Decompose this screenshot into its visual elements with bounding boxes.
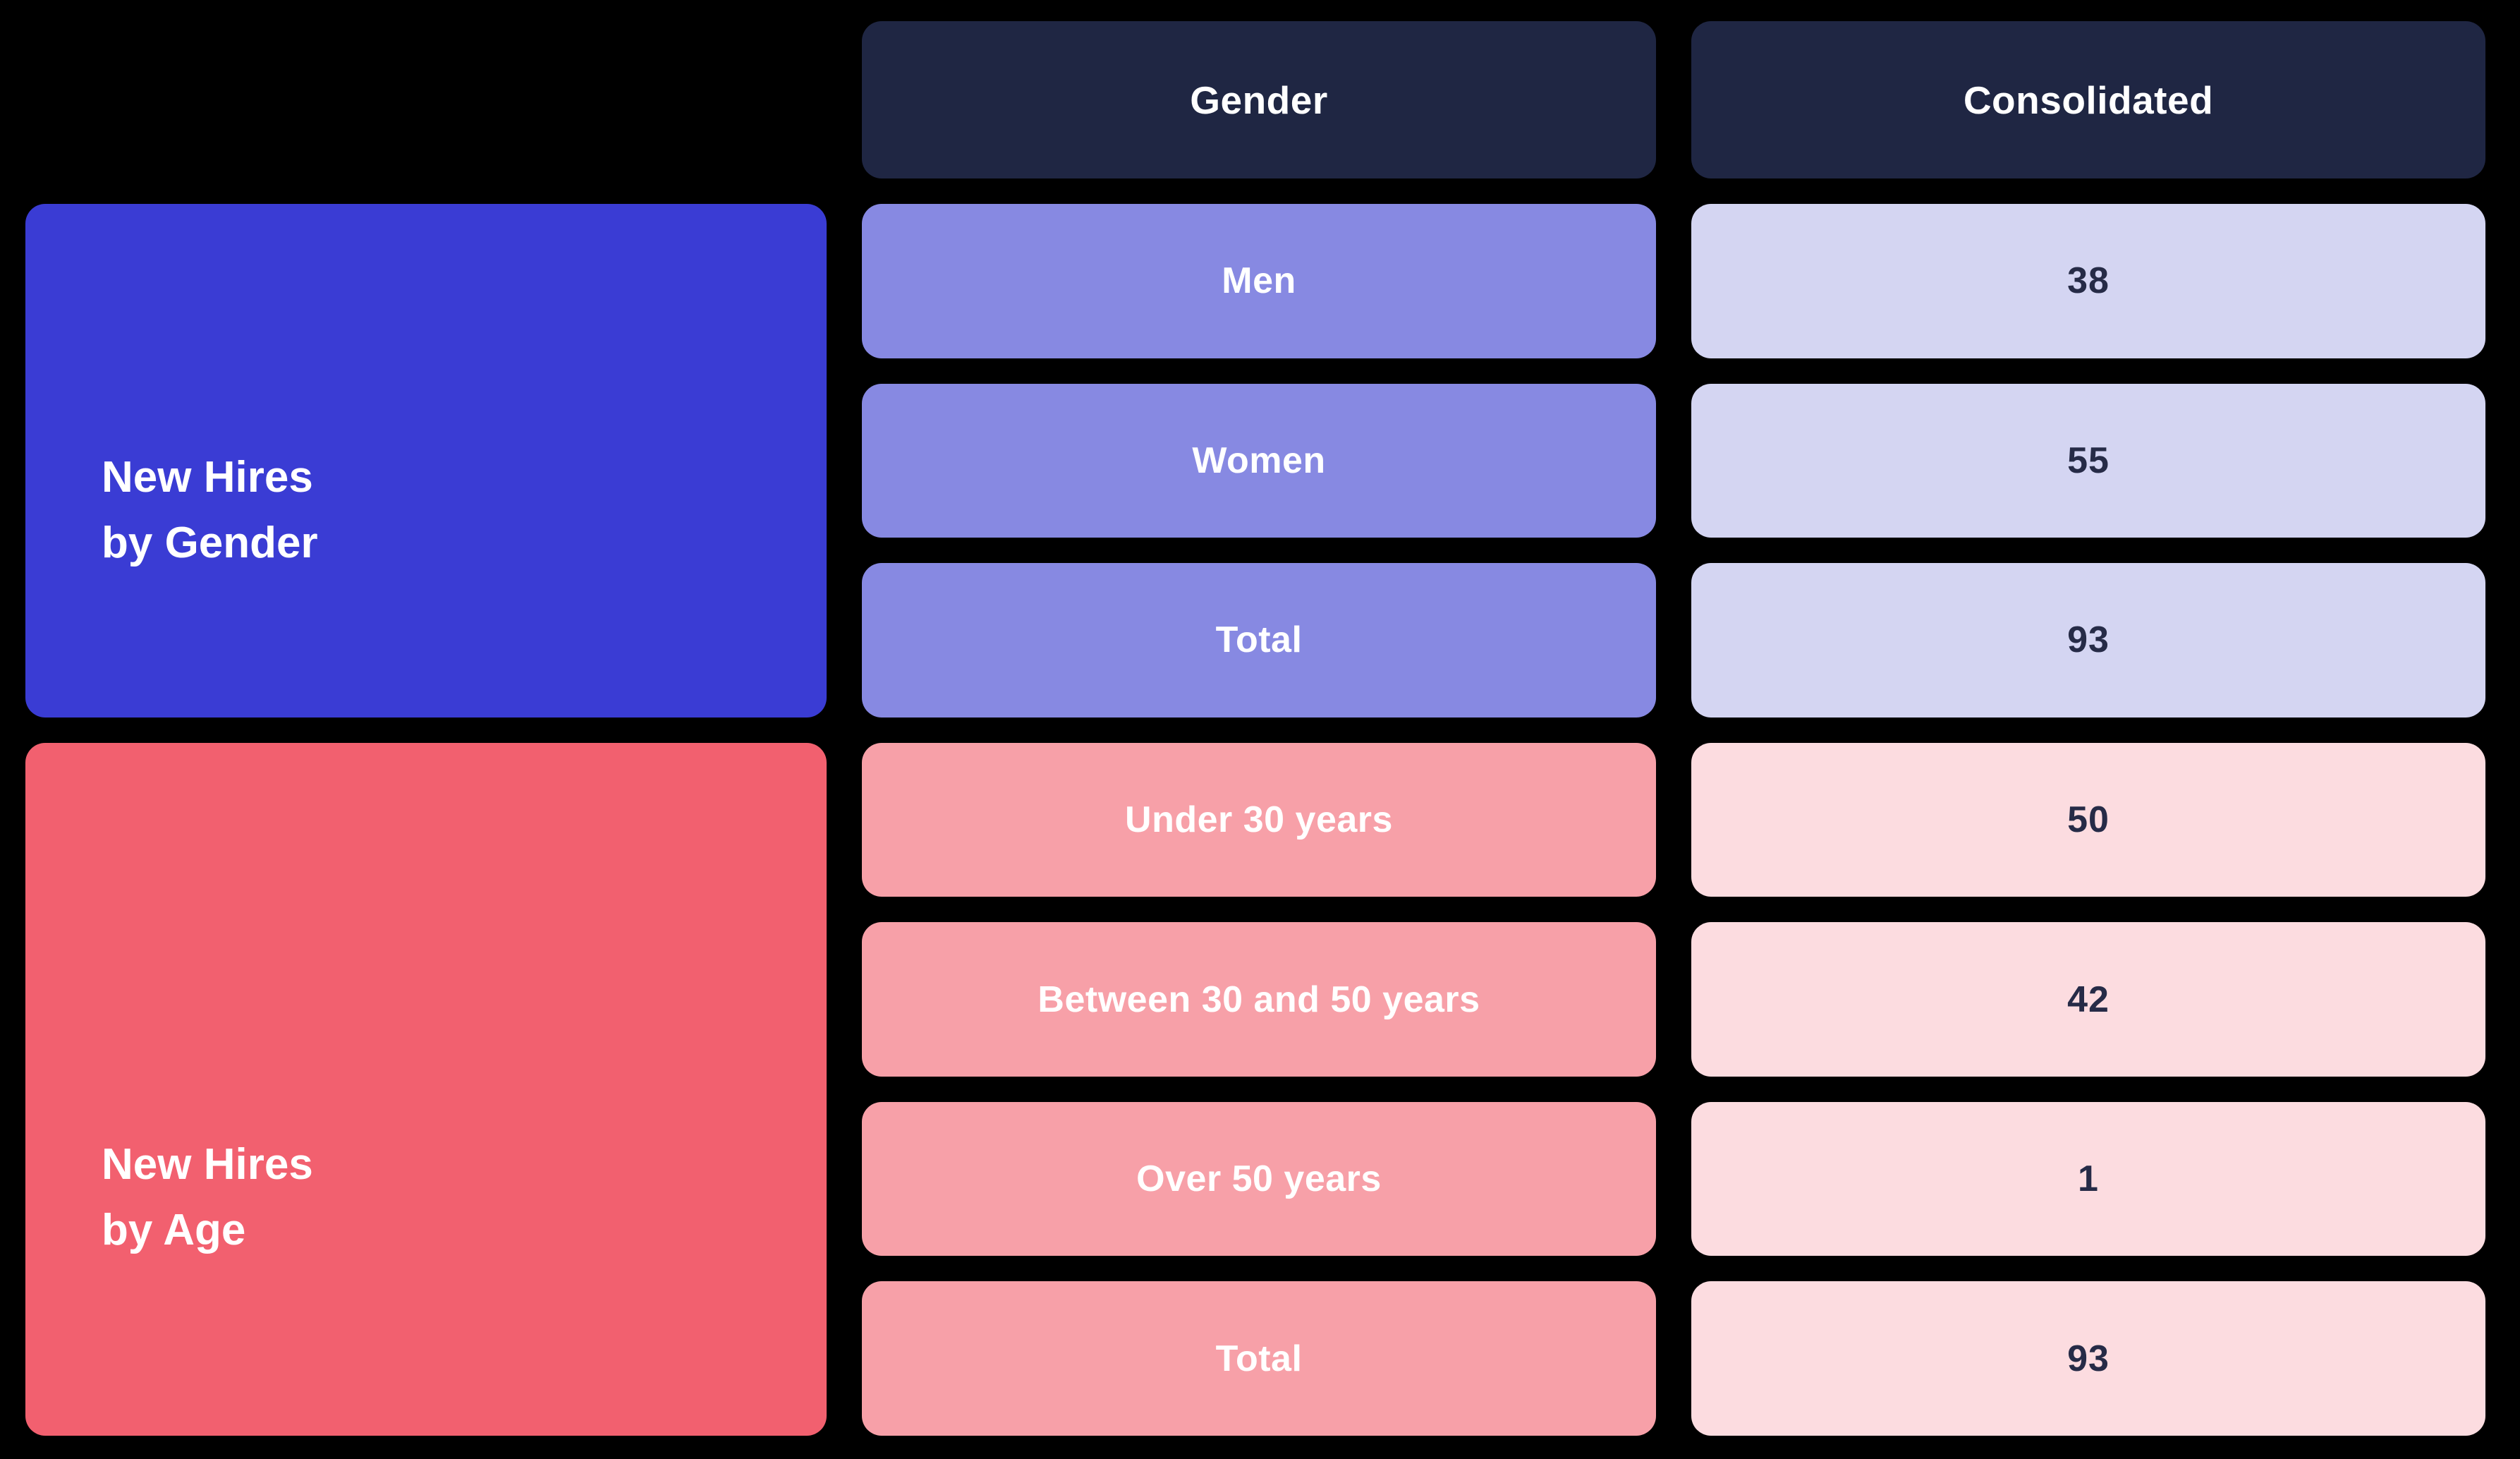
- row-label-over-50: Over 50 years: [862, 1101, 1656, 1257]
- group-title-line2: by Gender: [102, 518, 318, 567]
- column-header-consolidated-label: Consolidated: [1963, 78, 2214, 122]
- row-label-gender-total-text: Total: [1215, 619, 1303, 661]
- row-value-men-text: 38: [2067, 260, 2110, 302]
- row-value-over-50-text: 1: [2078, 1158, 2099, 1200]
- column-header-gender-label: Gender: [1190, 78, 1328, 122]
- row-label-women: Women: [862, 383, 1656, 538]
- row-value-women: 55: [1691, 383, 2485, 538]
- row-label-under-30-text: Under 30 years: [1125, 799, 1393, 840]
- row-label-women-text: Women: [1192, 440, 1326, 481]
- row-value-men: 38: [1691, 204, 2485, 358]
- group-title-line2: by Age: [102, 1205, 246, 1254]
- row-label-gender-total: Total: [862, 563, 1656, 718]
- column-header-gender: Gender: [862, 21, 1656, 178]
- row-label-men-text: Men: [1222, 260, 1296, 302]
- row-label-age-total-text: Total: [1215, 1338, 1303, 1379]
- row-value-age-total: 93: [1691, 1281, 2485, 1436]
- row-label-between-30-50: Between 30 and 50 years: [862, 922, 1656, 1077]
- row-value-under-30: 50: [1691, 742, 2485, 897]
- row-label-under-30: Under 30 years: [862, 742, 1656, 897]
- row-value-between-30-50-text: 42: [2067, 979, 2110, 1020]
- row-value-under-30-text: 50: [2067, 799, 2110, 840]
- row-label-between-30-50-text: Between 30 and 50 years: [1037, 979, 1480, 1020]
- row-value-over-50: 1: [1691, 1101, 2485, 1257]
- row-label-over-50-text: Over 50 years: [1136, 1158, 1382, 1200]
- row-value-between-30-50: 42: [1691, 922, 2485, 1077]
- row-value-gender-total: 93: [1691, 563, 2485, 718]
- group-title-new-hires-by-gender: New Hires by Gender: [102, 444, 827, 576]
- row-value-age-total-text: 93: [2067, 1338, 2110, 1379]
- row-label-men: Men: [862, 204, 1656, 358]
- group-title-line1: New Hires: [102, 452, 313, 502]
- row-value-gender-total-text: 93: [2067, 619, 2110, 661]
- row-value-women-text: 55: [2067, 440, 2110, 481]
- group-title-new-hires-by-age: New Hires by Age: [102, 1132, 827, 1263]
- column-header-consolidated: Consolidated: [1691, 21, 2485, 178]
- group-title-line1: New Hires: [102, 1139, 313, 1189]
- group-block-new-hires-by-gender: New Hires by Gender: [25, 204, 827, 718]
- row-label-age-total: Total: [862, 1281, 1656, 1436]
- group-block-new-hires-by-age: New Hires by Age: [25, 742, 827, 1436]
- corner-spacer: [25, 21, 827, 178]
